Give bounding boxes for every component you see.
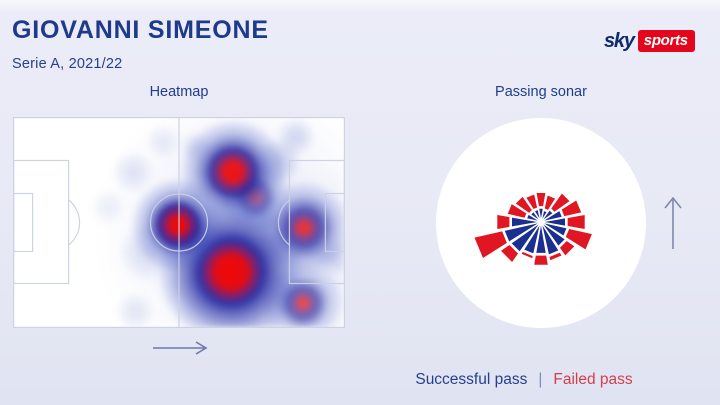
sky-sports-badge: sports <box>637 30 695 52</box>
page-subtitle: Serie A, 2021/22 <box>12 56 123 72</box>
pitch-markings <box>13 117 345 328</box>
pitch <box>13 117 345 328</box>
sonar-svg <box>472 191 594 266</box>
direction-arrow-right-icon <box>153 341 208 355</box>
legend-failed-label: Failed pass <box>553 371 633 388</box>
legend: Successful pass | Failed pass <box>415 371 632 389</box>
heatmap-panel-title: Heatmap <box>149 84 209 100</box>
legend-separator: | <box>538 371 543 388</box>
sky-sports-logo: sky sports <box>604 29 695 53</box>
direction-arrow-up-icon <box>664 196 682 249</box>
legend-successful-label: Successful pass <box>415 371 528 388</box>
sonar-panel-title: Passing sonar <box>495 84 587 100</box>
sky-logo-text: sky <box>604 29 635 52</box>
page-title: GIOVANNI SIMEONE <box>12 16 269 44</box>
sonar-circle <box>436 118 646 328</box>
